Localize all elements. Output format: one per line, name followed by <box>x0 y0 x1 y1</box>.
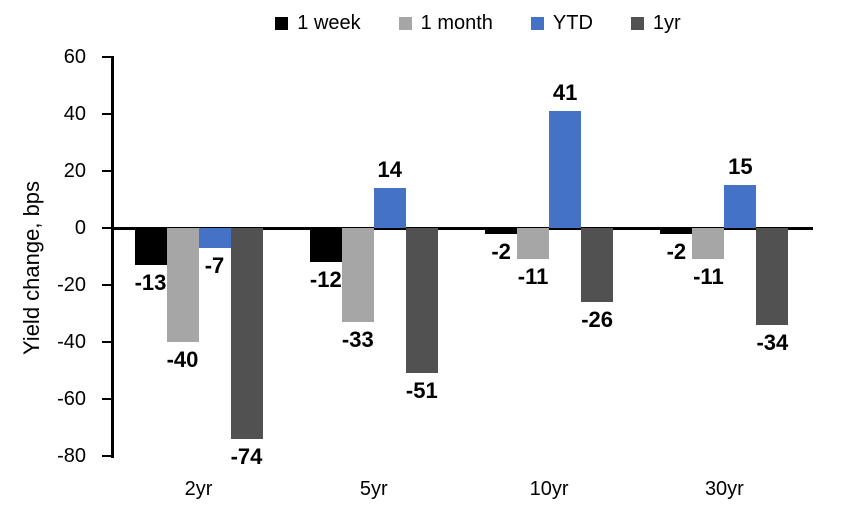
value-label-1-month-5yr: -33 <box>341 327 374 353</box>
y-axis-tick-20 <box>102 170 111 172</box>
y-axis-tick--60 <box>102 398 111 400</box>
legend-swatch-1-month-icon <box>398 16 412 30</box>
x-category-label-5yr: 5yr <box>359 478 388 500</box>
legend-label-1yr: 1yr <box>652 12 681 34</box>
y-tick-label-0: 0 <box>74 217 86 239</box>
y-tick-label-60: 60 <box>63 46 86 68</box>
x-category-label-30yr: 30yr <box>704 478 744 500</box>
bar-ytd-30yr <box>724 185 757 228</box>
bar-1-week-30yr <box>660 228 693 234</box>
y-tick-label--20: -20 <box>57 274 86 296</box>
bar-1-week-10yr <box>485 228 518 234</box>
bar-1yr-5yr <box>405 228 438 374</box>
value-label-1-week-2yr: -13 <box>134 270 167 296</box>
bar-1-week-5yr <box>309 228 342 263</box>
value-label-ytd-2yr: -7 <box>204 252 225 278</box>
y-axis-tick-40 <box>102 113 111 115</box>
legend-swatch-1-week-icon <box>275 16 289 30</box>
value-label-1-month-10yr: -11 <box>517 264 549 290</box>
value-label-ytd-10yr: 41 <box>552 80 578 106</box>
bar-1yr-30yr <box>756 228 789 325</box>
legend-label-1-month: 1 month <box>420 12 493 34</box>
bar-1-month-30yr <box>692 228 725 260</box>
value-label-1yr-30yr: -34 <box>756 329 789 355</box>
legend-item-1-month: 1 month <box>398 12 493 34</box>
bar-ytd-2yr <box>198 228 231 248</box>
bar-1-month-2yr <box>166 228 199 342</box>
bar-1-month-5yr <box>341 228 374 323</box>
chart-legend: 1 week 1 month YTD 1yr <box>104 8 852 38</box>
value-label-1-month-2yr: -40 <box>166 347 199 372</box>
value-label-1-week-30yr: -2 <box>666 238 687 264</box>
bar-1-week-2yr <box>134 228 167 266</box>
y-axis-tick--40 <box>102 341 111 343</box>
y-axis-title: Yield change, bps <box>19 180 44 356</box>
bar-1yr-10yr <box>581 228 614 303</box>
value-label-1yr-10yr: -26 <box>581 307 613 333</box>
y-axis-tick-0 <box>102 227 111 229</box>
value-label-ytd-30yr: 15 <box>728 154 753 180</box>
x-category-label-2yr: 2yr <box>184 478 213 500</box>
zero-axis-line <box>111 226 813 230</box>
legend-item-1yr: 1yr <box>630 12 681 34</box>
value-label-1yr-5yr: -51 <box>405 378 438 404</box>
legend-label-ytd: YTD <box>552 12 593 34</box>
bar-1-month-10yr <box>517 228 550 260</box>
legend-swatch-ytd-icon <box>530 16 544 30</box>
y-tick-label-20: 20 <box>63 160 86 182</box>
legend-item-1-week: 1 week <box>275 12 361 34</box>
bar-1yr-2yr <box>230 228 263 439</box>
value-label-1-week-5yr: -12 <box>309 267 342 293</box>
value-label-1-month-30yr: -11 <box>693 264 724 290</box>
x-category-label-10yr: 10yr <box>529 478 569 500</box>
y-axis-tick--20 <box>102 284 111 286</box>
value-label-ytd-5yr: 14 <box>377 157 403 183</box>
bar-ytd-5yr <box>373 188 406 228</box>
y-tick-label-40: 40 <box>63 103 86 125</box>
y-tick-label--80: -80 <box>57 445 86 467</box>
y-axis-tick-60 <box>102 56 111 58</box>
y-tick-label--40: -40 <box>57 331 86 353</box>
y-tick-label--60: -60 <box>57 388 86 410</box>
legend-label-1-week: 1 week <box>297 12 361 34</box>
y-axis-tick--80 <box>102 455 111 457</box>
value-label-1yr-2yr: -74 <box>230 443 263 469</box>
value-label-1-week-10yr: -2 <box>491 238 511 264</box>
legend-swatch-1yr-icon <box>630 16 644 30</box>
legend-item-ytd: YTD <box>530 12 593 34</box>
y-axis-line <box>111 56 114 458</box>
bar-ytd-10yr <box>549 111 582 228</box>
